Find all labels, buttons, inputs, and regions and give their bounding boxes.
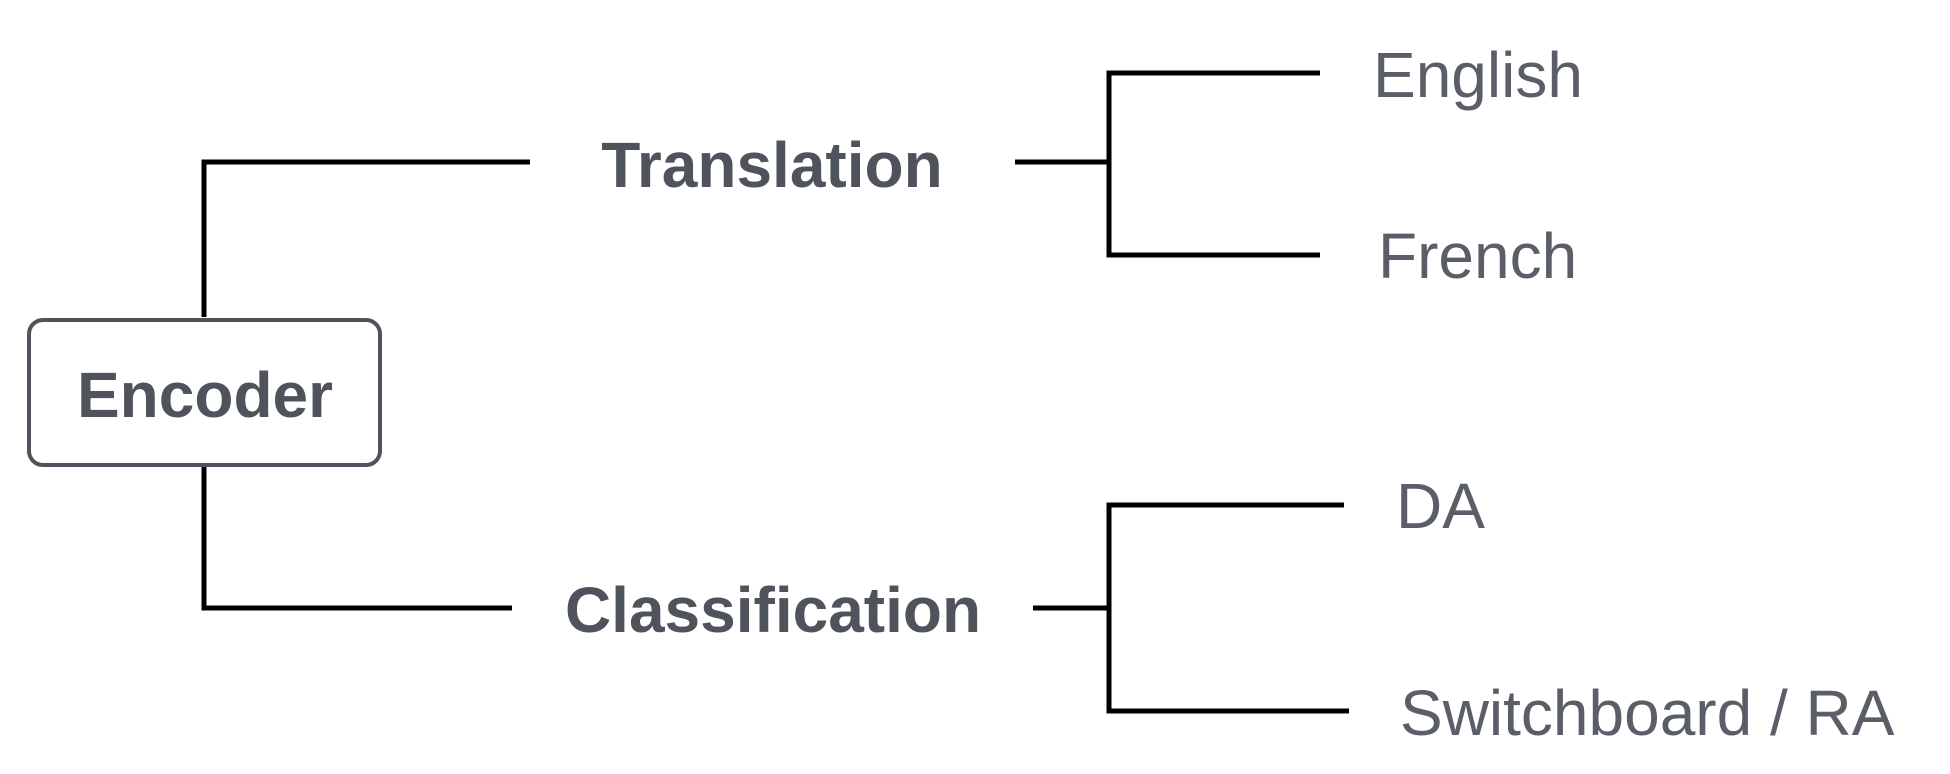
- leaf-label-french: French: [1378, 220, 1577, 292]
- leaf-label-switchboard-ra: Switchboard / RA: [1400, 677, 1895, 749]
- leaf-label-english: English: [1373, 39, 1583, 111]
- connector-translation-bracket: [1106, 70, 1320, 258]
- branch-label-classification: Classification: [565, 574, 981, 646]
- connector-classification-bracket: [1106, 502, 1349, 714]
- encoder-box: [27, 318, 382, 467]
- encoder-label: Encoder: [77, 359, 333, 431]
- encoder-node: Encoder: [27, 318, 382, 467]
- connector-encoder-to-classification: [201, 466, 512, 611]
- connector-encoder-to-translation: [201, 159, 530, 317]
- leaf-label-da: DA: [1396, 470, 1485, 542]
- branch-label-translation: Translation: [601, 129, 942, 201]
